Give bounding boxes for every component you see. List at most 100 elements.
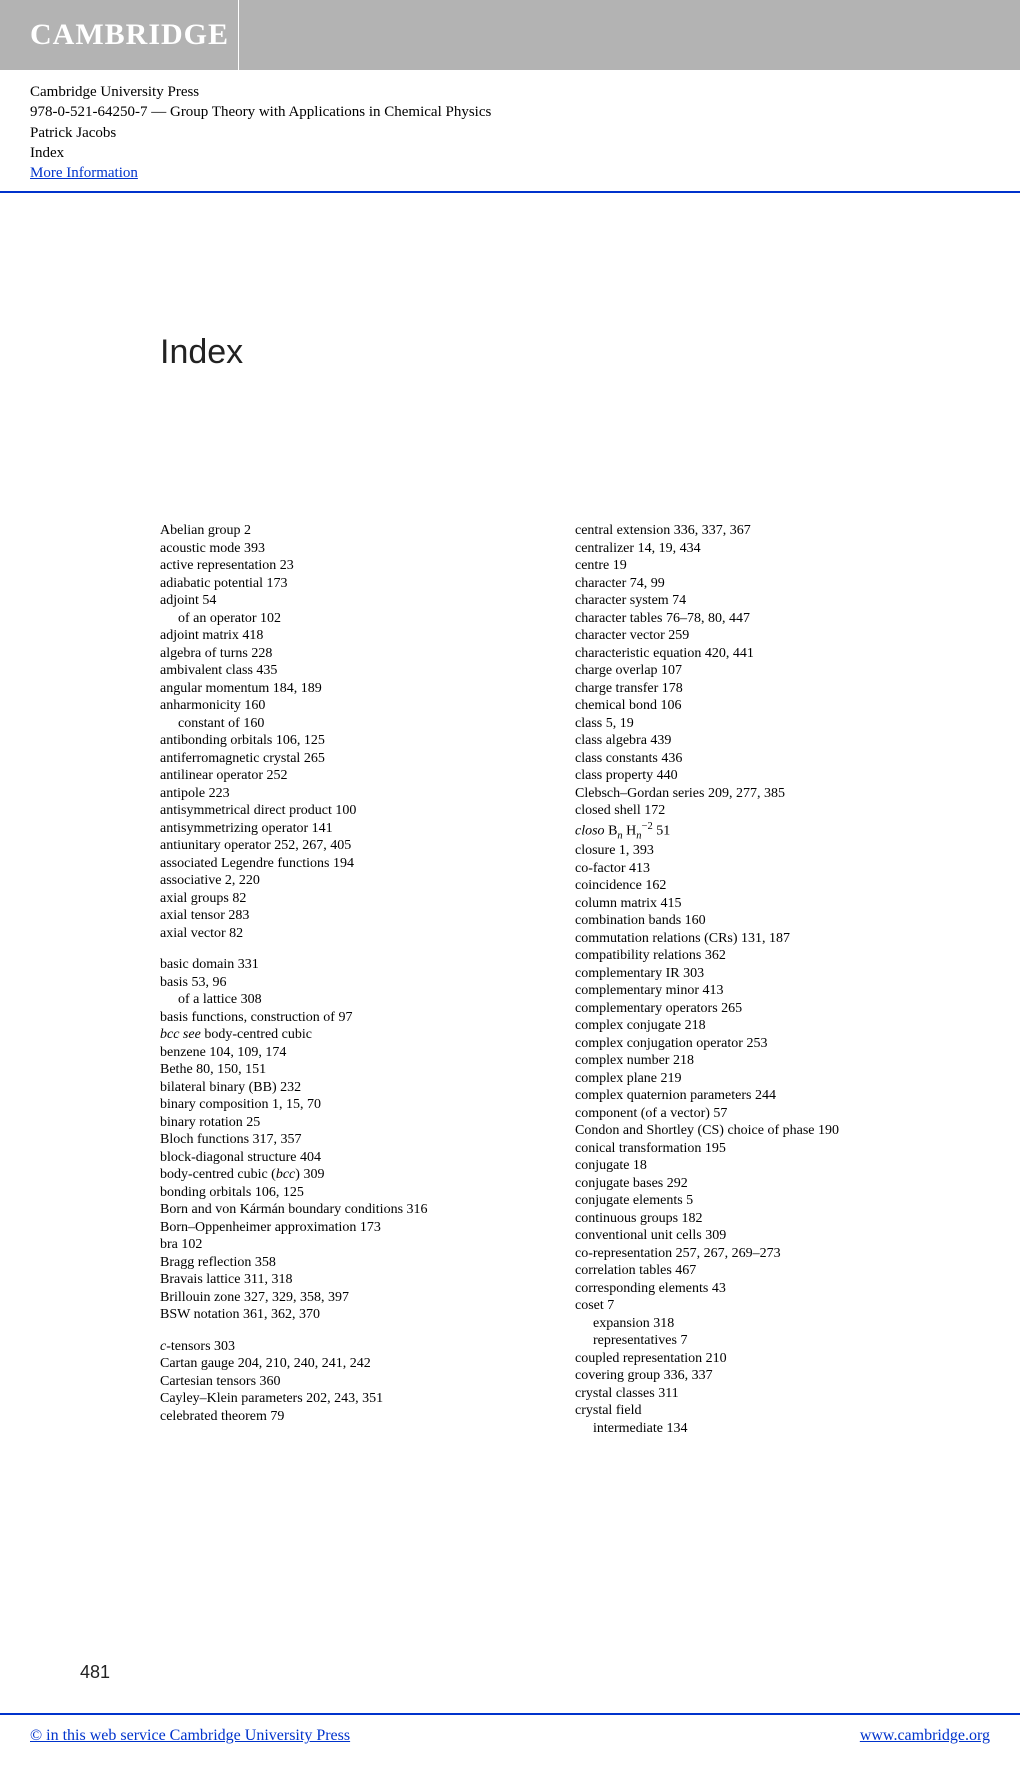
- index-entry: binary rotation 25: [160, 1114, 545, 1132]
- index-entry: associative 2, 220: [160, 872, 545, 890]
- index-entry: Cayley–Klein parameters 202, 243, 351: [160, 1390, 545, 1408]
- index-entry: BSW notation 361, 362, 370: [160, 1306, 545, 1324]
- index-entry: Bravais lattice 311, 318: [160, 1271, 545, 1289]
- index-entry: basis functions, construction of 97: [160, 1009, 545, 1027]
- index-entry: constant of 160: [160, 715, 545, 733]
- index-entry: Clebsch–Gordan series 209, 277, 385: [575, 785, 960, 803]
- index-entry: associated Legendre functions 194: [160, 855, 545, 873]
- page-title: Index: [160, 333, 960, 372]
- footer: © in this web service Cambridge Universi…: [0, 1715, 1020, 1765]
- index-entry: column matrix 415: [575, 895, 960, 913]
- index-entry: Bragg reflection 358: [160, 1254, 545, 1272]
- index-entry: antibonding orbitals 106, 125: [160, 732, 545, 750]
- index-entry: antipole 223: [160, 785, 545, 803]
- group-spacer: [160, 1324, 545, 1338]
- index-entry: covering group 336, 337: [575, 1367, 960, 1385]
- index-entry: axial vector 82: [160, 925, 545, 943]
- index-entry: active representation 23: [160, 557, 545, 575]
- index-entry: acoustic mode 393: [160, 540, 545, 558]
- index-entry: complex quaternion parameters 244: [575, 1087, 960, 1105]
- index-entry: conventional unit cells 309: [575, 1227, 960, 1245]
- publisher-line: Cambridge University Press: [30, 82, 990, 102]
- index-entry: character tables 76–78, 80, 447: [575, 610, 960, 628]
- index-entry: class constants 436: [575, 750, 960, 768]
- index-entry: block-diagonal structure 404: [160, 1149, 545, 1167]
- index-entry: bcc see body-centred cubic: [160, 1026, 545, 1044]
- index-entry: complex conjugation operator 253: [575, 1035, 960, 1053]
- index-entry: c-tensors 303: [160, 1338, 545, 1356]
- index-entry: of an operator 102: [160, 610, 545, 628]
- index-entry: commutation relations (CRs) 131, 187: [575, 930, 960, 948]
- index-entry: ambivalent class 435: [160, 662, 545, 680]
- group-spacer: [160, 942, 545, 956]
- index-entry: class 5, 19: [575, 715, 960, 733]
- index-entry: conjugate bases 292: [575, 1175, 960, 1193]
- index-entry: of a lattice 308: [160, 991, 545, 1009]
- index-entry: conjugate 18: [575, 1157, 960, 1175]
- index-entry: centre 19: [575, 557, 960, 575]
- index-entry: antilinear operator 252: [160, 767, 545, 785]
- index-entry: adjoint 54: [160, 592, 545, 610]
- index-entry: corresponding elements 43: [575, 1280, 960, 1298]
- index-entry: body-centred cubic (bcc) 309: [160, 1166, 545, 1184]
- index-entry: combination bands 160: [575, 912, 960, 930]
- index-entry: character 74, 99: [575, 575, 960, 593]
- index-entry: complex plane 219: [575, 1070, 960, 1088]
- footer-copyright-link[interactable]: © in this web service Cambridge Universi…: [30, 1727, 350, 1745]
- index-entry: Cartesian tensors 360: [160, 1373, 545, 1391]
- index-entry: closure 1, 393: [575, 842, 960, 860]
- index-entry: correlation tables 467: [575, 1262, 960, 1280]
- index-entry: adiabatic potential 173: [160, 575, 545, 593]
- index-entry: basic domain 331: [160, 956, 545, 974]
- index-entry: coupled representation 210: [575, 1350, 960, 1368]
- index-entry: basis 53, 96: [160, 974, 545, 992]
- page-number: 481: [80, 1662, 110, 1683]
- index-entry: representatives 7: [575, 1332, 960, 1350]
- index-entry: adjoint matrix 418: [160, 627, 545, 645]
- header-banner: CAMBRIDGE: [0, 0, 1020, 70]
- index-entry: characteristic equation 420, 441: [575, 645, 960, 663]
- index-entry: complex conjugate 218: [575, 1017, 960, 1035]
- section-line: Index: [30, 143, 990, 163]
- index-entry: Brillouin zone 327, 329, 358, 397: [160, 1289, 545, 1307]
- index-entry: charge transfer 178: [575, 680, 960, 698]
- footer-site-link[interactable]: www.cambridge.org: [860, 1727, 990, 1745]
- index-entry: Born–Oppenheimer approximation 173: [160, 1219, 545, 1237]
- index-entry: angular momentum 184, 189: [160, 680, 545, 698]
- index-entry: conjugate elements 5: [575, 1192, 960, 1210]
- cambridge-logo: CAMBRIDGE: [30, 18, 229, 52]
- index-entry: antiferromagnetic crystal 265: [160, 750, 545, 768]
- index-entry: Born and von Kármán boundary conditions …: [160, 1201, 545, 1219]
- isbn-title-line: 978-0-521-64250-7 — Group Theory with Ap…: [30, 102, 990, 122]
- index-entry: co-factor 413: [575, 860, 960, 878]
- index-entry: axial groups 82: [160, 890, 545, 908]
- index-entry: coincidence 162: [575, 877, 960, 895]
- index-entry: continuous groups 182: [575, 1210, 960, 1228]
- index-entry: antisymmetrizing operator 141: [160, 820, 545, 838]
- index-entry: crystal field: [575, 1402, 960, 1420]
- index-entry: complementary IR 303: [575, 965, 960, 983]
- meta-block: Cambridge University Press 978-0-521-642…: [0, 70, 1020, 191]
- index-entry: intermediate 134: [575, 1420, 960, 1438]
- index-entry: bra 102: [160, 1236, 545, 1254]
- index-entry: complementary minor 413: [575, 982, 960, 1000]
- index-entry: crystal classes 311: [575, 1385, 960, 1403]
- index-entry: Cartan gauge 204, 210, 240, 241, 242: [160, 1355, 545, 1373]
- index-entry: class property 440: [575, 767, 960, 785]
- index-entry: anharmonicity 160: [160, 697, 545, 715]
- index-entry: chemical bond 106: [575, 697, 960, 715]
- index-entry: complementary operators 265: [575, 1000, 960, 1018]
- index-entry: centralizer 14, 19, 434: [575, 540, 960, 558]
- index-entry: charge overlap 107: [575, 662, 960, 680]
- page-body: Index Abelian group 2acoustic mode 393ac…: [0, 193, 1020, 1713]
- index-entry: binary composition 1, 15, 70: [160, 1096, 545, 1114]
- index-entry: expansion 318: [575, 1315, 960, 1333]
- index-entry: conical transformation 195: [575, 1140, 960, 1158]
- more-information-link[interactable]: More Information: [30, 165, 138, 181]
- index-entry: antisymmetrical direct product 100: [160, 802, 545, 820]
- index-entry: Bethe 80, 150, 151: [160, 1061, 545, 1079]
- index-entry: character vector 259: [575, 627, 960, 645]
- index-entry: complex number 218: [575, 1052, 960, 1070]
- index-entry: class algebra 439: [575, 732, 960, 750]
- index-entry: bilateral binary (BB) 232: [160, 1079, 545, 1097]
